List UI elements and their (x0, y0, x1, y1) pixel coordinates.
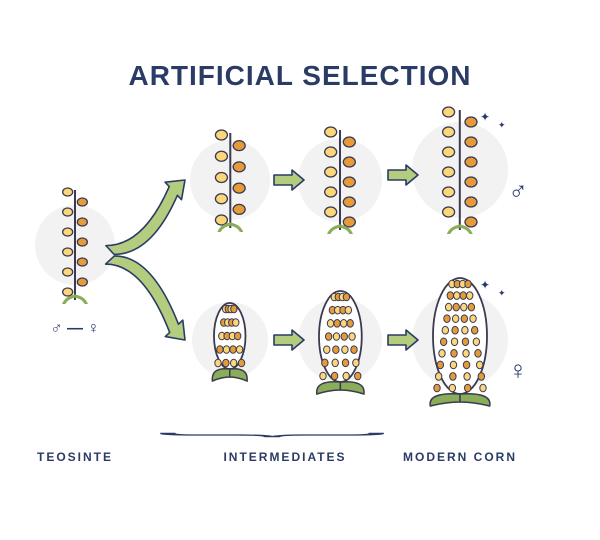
label-teosinte: TEOSINTE (0, 450, 155, 464)
progress-arrow-2 (272, 327, 306, 353)
sparkle-icon-0: ✦ (480, 110, 490, 124)
female-symbol: ♀ (488, 355, 548, 386)
progress-arrow-3 (386, 327, 420, 353)
progress-arrow-0 (272, 167, 306, 193)
progress-arrow-1 (386, 162, 420, 188)
teosinte-gender: ♂ — ♀ (45, 320, 105, 338)
label-modern: MODERN CORN (380, 450, 540, 464)
intermediates-brace: } (162, 432, 402, 437)
male-symbol: ♂ (488, 175, 548, 206)
sparkle-icon-3: ✦ (498, 288, 506, 299)
sparkle-icon-2: ✦ (480, 278, 490, 292)
label-intermediates: INTERMEDIATES (205, 450, 365, 464)
sparkle-icon-1: ✦ (498, 120, 506, 131)
